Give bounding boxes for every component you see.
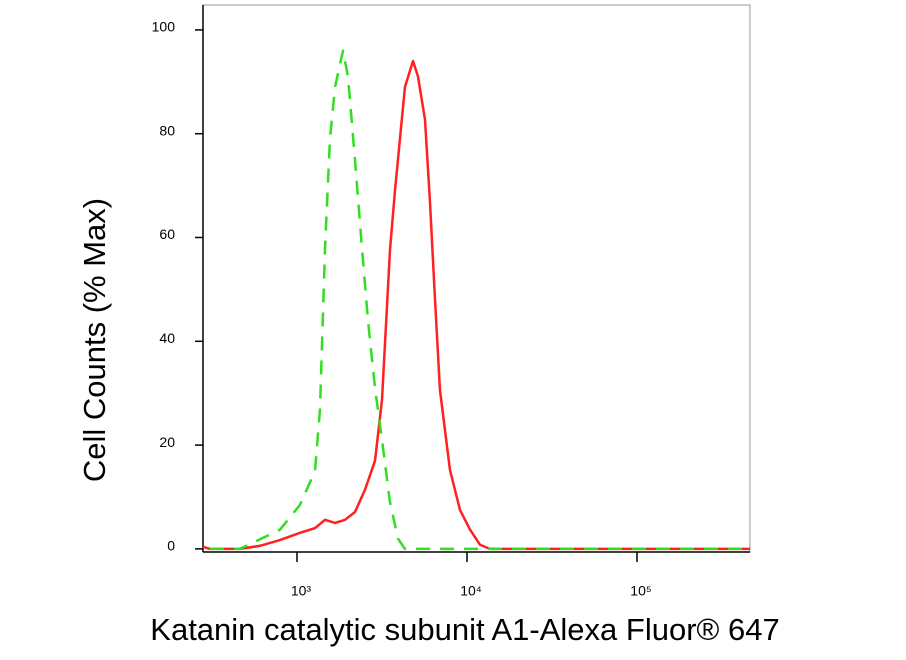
plot-frame <box>202 4 751 553</box>
data-line <box>210 49 750 551</box>
y-tick-label: 80 <box>159 122 175 138</box>
y-tick-label: 20 <box>159 434 175 450</box>
y-tick-label: 40 <box>159 330 175 346</box>
x-axis-label: Katanin catalytic subunit A1-Alexa Fluor… <box>150 612 779 647</box>
y-tick-label: 100 <box>152 19 176 35</box>
y-tick-label: 0 <box>167 538 175 554</box>
x-tick-label: 10³ <box>291 583 312 599</box>
x-tick-label: 10⁵ <box>630 583 651 599</box>
data-line <box>202 59 750 551</box>
y-axis-label: Cell Counts (% Max) <box>77 198 112 482</box>
x-tick-label: 10⁴ <box>460 583 482 599</box>
y-tick-label: 60 <box>159 226 175 242</box>
